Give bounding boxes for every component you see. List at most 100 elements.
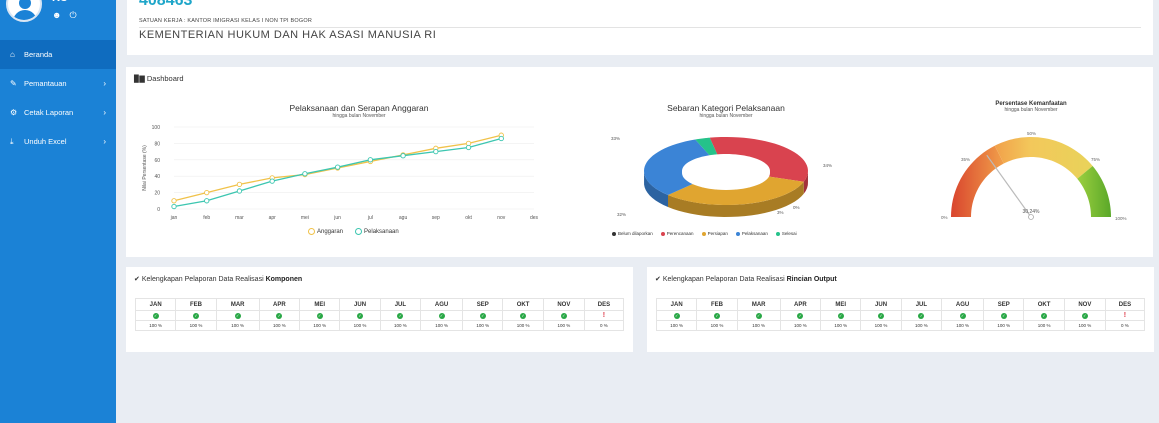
legend-label: Anggaran — [317, 229, 344, 236]
percent-row: 100 % 100 % 100 % 100 % 100 % 100 % 100 % 100 %… — [655, 320, 1146, 331]
gauge-chart-svg: 30.24% 0% 35% 50% 75% 100% — [941, 131, 1127, 221]
legend-item-pelaksanaan[interactable]: Pelaksanaan — [735, 231, 768, 236]
percent-cell: 100 % — [420, 320, 464, 331]
y-tick-label: 0 — [157, 207, 160, 213]
budget-line-chart: Pelaksanaan dan Serapan Anggaran hingga … — [134, 103, 544, 243]
gauge-tick-label: 35% — [961, 157, 970, 162]
legend-item-perencanaan[interactable]: Perencanaan — [660, 231, 694, 236]
y-tick-label: 60 — [154, 158, 160, 164]
month-header: AGU — [941, 298, 985, 311]
status-cell: ✓ — [983, 310, 1025, 321]
percent-cell: 100 % — [900, 320, 943, 331]
data-point — [236, 181, 243, 188]
avatar[interactable] — [6, 0, 42, 22]
check-icon: ✓ — [959, 312, 966, 319]
data-point — [204, 189, 210, 196]
status-cell: ✓ — [215, 310, 260, 321]
data-point — [302, 171, 308, 177]
user-name: KU — [52, 0, 68, 4]
sidebar-item-label: Unduh Excel — [24, 137, 67, 146]
month-header: JAN — [655, 298, 698, 311]
y-axis-label: Nilai Persentase (%) — [142, 145, 148, 191]
percent-cell: 0 % — [583, 320, 625, 331]
sidebar-nav: ⌂ Beranda ✎ Pemantauan › ⚙ Cetak Laporan… — [0, 40, 116, 156]
status-cell: ✓ — [736, 310, 781, 321]
chevron-right-icon: › — [103, 108, 106, 117]
check-icon: ✓ — [755, 312, 762, 319]
legend-item-selesai[interactable]: Selesai — [775, 231, 797, 236]
user-profile-icon[interactable]: ☻ — [52, 10, 62, 20]
x-tick-label: sep — [432, 215, 440, 221]
legend-item-belum[interactable]: Belum dilaporkan — [612, 231, 653, 236]
x-tick-label: jun — [333, 215, 341, 221]
y-tick-label: 20 — [154, 191, 160, 197]
check-icon: ✓ — [234, 312, 241, 319]
pencil-icon: ✎ — [10, 79, 17, 88]
chart-title: Sebaran Kategori Pelaksanaan — [667, 103, 785, 113]
percent-cell: 100 % — [779, 320, 822, 331]
check-icon: ✓ — [1000, 312, 1007, 319]
month-header: AGU — [420, 298, 464, 311]
sidebar-item-beranda[interactable]: ⌂ Beranda — [0, 40, 116, 69]
chart-subtitle: hingga bulan November — [332, 113, 386, 119]
status-cell: ✓ — [860, 310, 902, 321]
sidebar-item-unduh-excel[interactable]: ⤓ Unduh Excel › — [0, 127, 116, 156]
check-icon: ✓ — [673, 312, 680, 319]
donut-side — [668, 181, 804, 217]
gauge-tick-label: 50% — [1027, 131, 1036, 136]
warning-icon: ! — [1123, 312, 1127, 319]
check-icon: ✓ — [1081, 312, 1088, 319]
status-cell: ✓ — [1023, 310, 1065, 321]
month-header: FEB — [696, 298, 738, 311]
percent-cell: 100 % — [258, 320, 301, 331]
card-title: ✔ Kelengkapan Pelaporan Data Realisasi R… — [655, 275, 837, 283]
avatar-body — [13, 10, 37, 20]
status-cell: ✓ — [175, 310, 217, 321]
legend-item-anggaran[interactable]: Anggaran — [308, 228, 343, 235]
y-tick-label: 100 — [152, 125, 161, 131]
data-point — [400, 153, 406, 159]
percent-cell: 100 % — [1023, 320, 1065, 331]
sidebar-item-cetak-laporan[interactable]: ⚙ Cetak Laporan › — [0, 98, 116, 127]
status-cell: ✓ — [941, 310, 985, 321]
status-cell: ✓ — [542, 310, 585, 321]
status-cell: ✓ — [696, 310, 738, 321]
chart-title: Pelaksanaan dan Serapan Anggaran — [289, 103, 429, 113]
avatar-head — [19, 0, 31, 9]
status-cell: ✓ — [820, 310, 862, 321]
legend-label: Pelaksanaan — [741, 231, 768, 236]
gauge-tick-label: 75% — [1091, 157, 1100, 162]
percent-cell: 100 % — [1063, 320, 1106, 331]
gauge-band — [1077, 166, 1111, 217]
komponen-report-card: ✔ Kelengkapan Pelaporan Data Realisasi K… — [126, 267, 633, 352]
status-cell: ✓ — [900, 310, 943, 321]
donut-chart-legend: Belum dilaporkan Perencanaan Persiapan P… — [612, 231, 797, 236]
check-circle-icon: ✔ — [655, 276, 661, 283]
data-label: 0% — [793, 205, 800, 210]
percent-cell: 100 % — [655, 320, 698, 331]
legend-label: Belum dilaporkan — [618, 231, 653, 236]
data-label: 32% — [617, 212, 626, 217]
series-line-pelaksanaan — [173, 137, 502, 208]
data-label: 34% — [823, 163, 832, 168]
legend-item-pelaksanaan[interactable]: Pelaksanaan — [355, 228, 399, 235]
month-header: DES — [583, 298, 625, 311]
gear-icon: ⚙ — [10, 108, 18, 117]
power-icon[interactable]: ⏻ — [69, 10, 77, 20]
x-tick-label: mar — [235, 215, 244, 221]
percent-cell: 100 % — [860, 320, 902, 331]
legend-item-persiapan[interactable]: Persiapan — [701, 231, 728, 236]
chart-subtitle: hingga bulan November — [1004, 107, 1058, 113]
month-header: JUN — [860, 298, 902, 311]
check-icon: ✓ — [438, 312, 445, 319]
dashboard-card: ▉▇ Dashboard Pelaksanaan dan Serapan Ang… — [126, 67, 1153, 257]
status-cell: ✓ — [1063, 310, 1106, 321]
check-icon: ✓ — [560, 312, 567, 319]
unit-name: SATUAN KERJA : KANTOR IMIGRASI KELAS I N… — [139, 18, 312, 24]
sidebar-item-pemantauan[interactable]: ✎ Pemantauan › — [0, 69, 116, 98]
download-icon: ⤓ — [10, 136, 14, 146]
gauge-value-label: 30.24% — [1023, 209, 1041, 215]
y-tick-label: 80 — [154, 141, 160, 147]
percent-cell: 100 % — [736, 320, 781, 331]
percent-cell: 100 % — [339, 320, 381, 331]
